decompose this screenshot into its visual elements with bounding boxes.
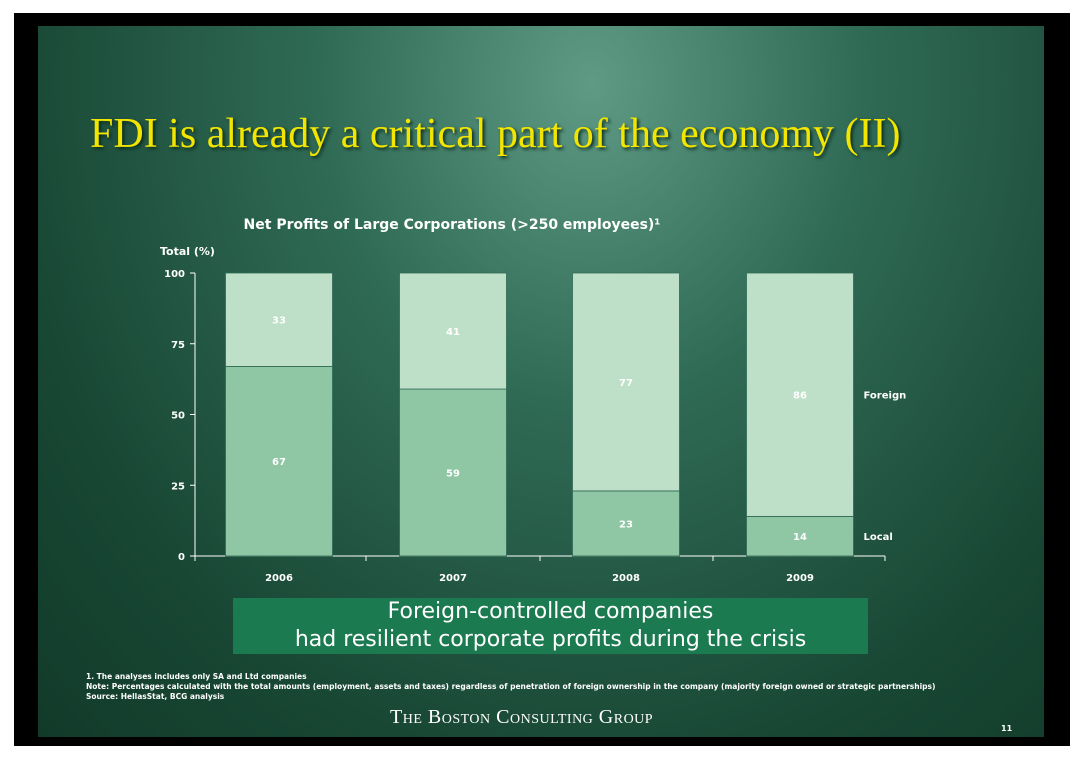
legend-local: Local (864, 532, 893, 543)
x-tick-label: 2008 (612, 573, 640, 584)
x-tick-label: 2007 (439, 573, 467, 584)
callout-line-1: Foreign-controlled companies (387, 599, 714, 624)
bar-foreign-2006 (225, 272, 333, 367)
data-label-local-2008: 23 (619, 519, 633, 530)
bar-local-2008 (572, 490, 680, 557)
key-message-callout: Foreign-controlled companies had resilie… (233, 598, 868, 654)
footnote-1: 1. The analyses includes only SA and Ltd… (86, 672, 307, 681)
page-number: 11 (1001, 724, 1013, 733)
y-tick-label: 50 (171, 411, 185, 422)
footnotes: 1. The analyses includes only SA and Ltd… (86, 672, 935, 702)
x-tick-label: 2009 (786, 573, 814, 584)
bar-chart: Net Profits of Large Corporations (>250 … (160, 217, 907, 584)
footnote-note: Note: Percentages calculated with the to… (86, 682, 936, 691)
data-label-local-2006: 67 (272, 457, 286, 468)
bcg-logo: The Boston Consulting Group (390, 706, 654, 728)
data-label-local-2009: 14 (793, 532, 807, 543)
slide: FDI is already a critical part of the ec… (38, 26, 1044, 737)
data-label-foreign-2007: 41 (446, 327, 460, 338)
callout-line-2: had resilient corporate profits during t… (294, 627, 807, 652)
data-label-foreign-2006: 33 (272, 316, 286, 327)
bar-local-2009 (746, 515, 854, 557)
legend-foreign: Foreign (864, 391, 907, 402)
slide-title: FDI is already a critical part of the ec… (90, 111, 901, 157)
y-tick-label: 75 (171, 340, 185, 351)
data-label-local-2007: 59 (446, 469, 460, 480)
y-axis-label: Total (%) (160, 245, 215, 258)
chart-title: Net Profits of Large Corporations (>250 … (244, 217, 661, 233)
x-tick-label: 2006 (265, 573, 293, 584)
y-tick-label: 25 (171, 481, 185, 492)
bar-foreign-2009 (746, 272, 854, 517)
y-tick-label: 0 (178, 552, 185, 563)
y-tick-label: 100 (164, 269, 185, 280)
bar-foreign-2007 (399, 272, 507, 390)
data-label-foreign-2009: 86 (793, 391, 807, 402)
footnote-source: Source: HellasStat, BCG analysis (86, 692, 225, 701)
data-label-foreign-2008: 77 (619, 378, 633, 389)
bar-foreign-2008 (572, 272, 680, 492)
